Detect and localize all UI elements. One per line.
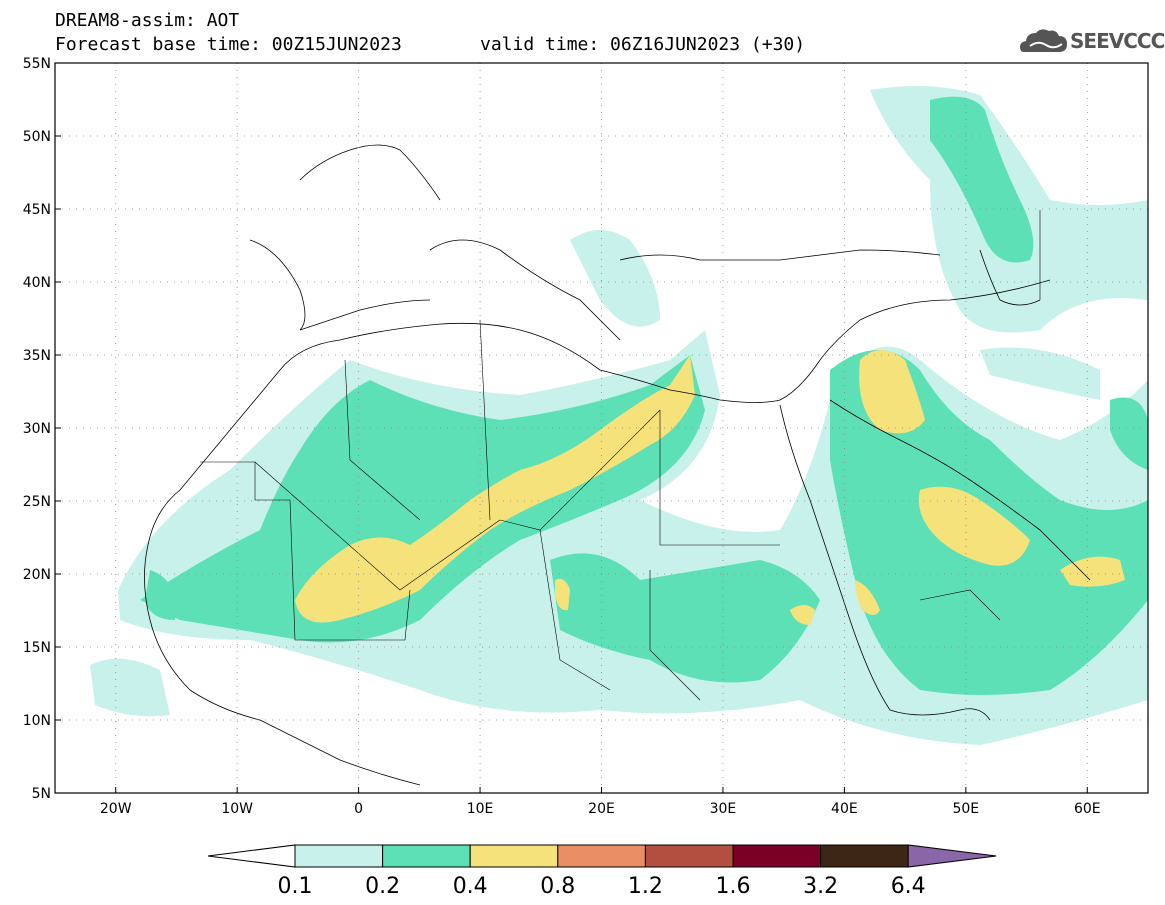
colorbar-segment (644, 844, 734, 868)
colorbar-label: 0.1 (278, 874, 313, 899)
latitude-labels: 55N 50N 45N 40N 35N 30N 25N 20N 15N 10N 5N (23, 56, 61, 802)
lat-tick-label: 55N (23, 56, 51, 72)
lat-tick-label: 5N (32, 786, 51, 802)
logo-text: SEEVCCC (1070, 29, 1165, 53)
colorbar-segment (294, 844, 384, 868)
colorbar-segment (557, 844, 646, 868)
colorbar-segment (382, 844, 471, 868)
colorbar-label: 6.4 (891, 874, 926, 899)
colorbar-label: 0.8 (540, 874, 575, 899)
colorbar-min-triangle (207, 844, 296, 868)
valid-time: valid time: 06Z16JUN2023 (+30) (480, 34, 806, 55)
colorbar-label: 1.2 (628, 874, 663, 899)
lat-tick-label: 25N (23, 494, 51, 510)
lon-tick-label: 0 (354, 801, 363, 817)
lat-tick-label: 40N (23, 275, 51, 291)
lat-tick-label: 20N (23, 567, 51, 583)
cloud-logo-icon (1020, 29, 1067, 52)
colorbar-segment (469, 844, 559, 868)
lon-tick-label: 30E (710, 801, 737, 817)
colorbar-segment (820, 844, 909, 868)
lon-tick-label: 10W (221, 801, 253, 817)
lon-tick-label: 40E (831, 801, 858, 817)
lat-lon-grid (55, 63, 1148, 793)
lat-tick-label: 10N (23, 713, 51, 729)
forecast-base-time: Forecast base time: 00Z15JUN2023 (55, 34, 402, 55)
lon-tick-label: 50E (952, 801, 979, 817)
colorbar-segment (732, 844, 822, 868)
lat-tick-label: 50N (23, 129, 51, 145)
lon-tick-label: 60E (1074, 801, 1101, 817)
colorbar-label: 1.6 (716, 874, 751, 899)
lat-tick-label: 15N (23, 640, 51, 656)
map-title: DREAM8-assim: AOT (55, 10, 240, 31)
coastlines (144, 144, 1091, 786)
lon-tick-label: 10E (467, 801, 494, 817)
lat-tick-label: 45N (23, 202, 51, 218)
aot-contour-0.4 (295, 350, 1125, 625)
lat-tick-label: 30N (23, 421, 51, 437)
colorbar-label: 0.2 (365, 874, 400, 899)
country-borders (200, 210, 1041, 701)
colorbar-label: 0.4 (453, 874, 488, 899)
lon-tick-label: 20E (588, 801, 615, 817)
colorbar-label: 3.2 (803, 874, 838, 899)
lat-tick-label: 35N (23, 348, 51, 364)
longitude-labels: 20W 10W 0 10E 20E 30E 40E 50E 60E (100, 787, 1101, 817)
colorbar-max-triangle (907, 844, 997, 868)
lon-tick-label: 20W (100, 801, 132, 817)
